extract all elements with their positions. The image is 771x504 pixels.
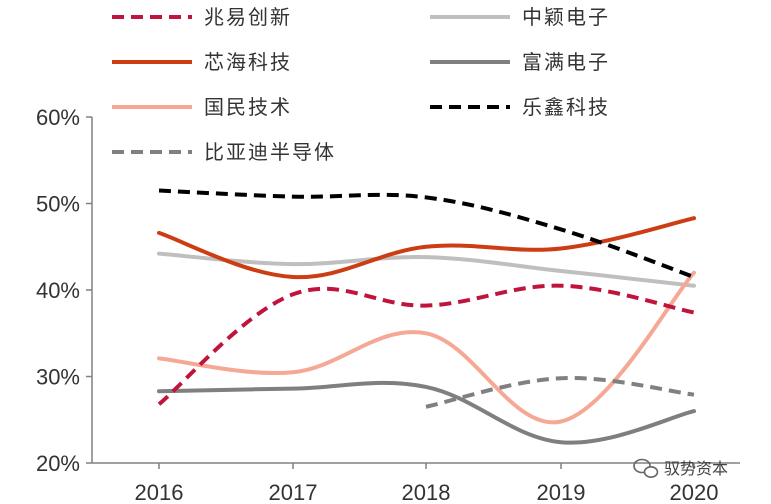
y-tick-label: 40% <box>36 278 80 303</box>
watermark-text: 驭势资本 <box>664 459 728 478</box>
series-line-1 <box>157 283 695 406</box>
legend-label: 乐鑫科技 <box>522 95 610 119</box>
x-tick-label: 2020 <box>670 480 719 504</box>
y-tick-label: 30% <box>36 365 80 390</box>
series-group <box>157 188 696 445</box>
wechat-icon <box>633 458 659 478</box>
series-line-6 <box>158 188 695 279</box>
x-tick-label: 2018 <box>402 480 451 504</box>
y-tick-label: 60% <box>36 105 80 130</box>
legend-label: 兆易创新 <box>204 5 292 29</box>
y-tick-label: 50% <box>36 192 80 217</box>
series-line-2 <box>157 251 696 288</box>
axes: 20% 30% 40% 50% 60% 2016 2017 2018 2019 2020 <box>36 105 740 504</box>
series-line-4 <box>157 380 696 445</box>
legend-label: 芯海科技 <box>204 50 292 74</box>
legend-label: 比亚迪半导体 <box>204 140 336 164</box>
legend-label: 富满电子 <box>522 50 610 74</box>
legend-label: 国民技术 <box>204 95 292 119</box>
x-tick-label: 2017 <box>269 480 318 504</box>
series-line-7 <box>425 376 695 409</box>
series-line-5 <box>157 270 696 425</box>
x-tick-label: 2019 <box>537 480 586 504</box>
watermark: 驭势资本 <box>633 458 728 478</box>
y-tick-label: 20% <box>36 451 80 476</box>
series-line-3 <box>157 216 696 280</box>
legend-label: 中颖电子 <box>522 5 610 29</box>
x-tick-label: 2016 <box>135 480 184 504</box>
